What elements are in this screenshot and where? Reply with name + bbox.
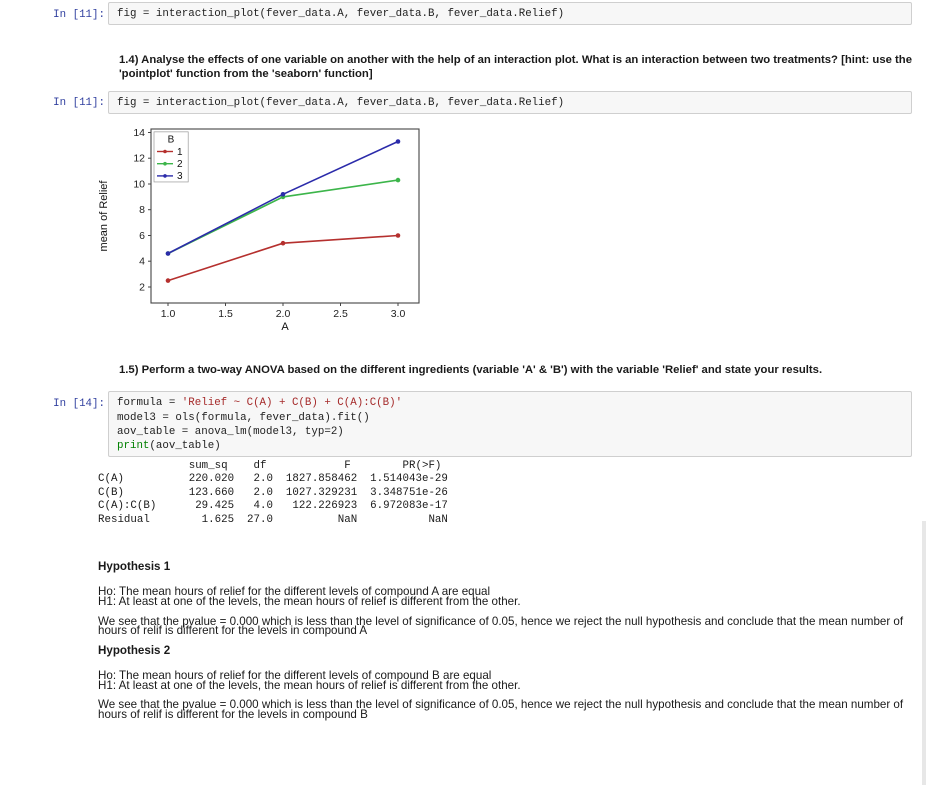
svg-text:12: 12 xyxy=(133,153,145,165)
svg-text:3: 3 xyxy=(177,171,183,182)
svg-text:10: 10 xyxy=(133,179,145,191)
svg-text:mean of Relief: mean of Relief xyxy=(98,180,110,252)
svg-text:1.5: 1.5 xyxy=(218,308,233,320)
svg-text:2: 2 xyxy=(177,159,183,170)
svg-text:3.0: 3.0 xyxy=(391,308,406,320)
svg-text:2.0: 2.0 xyxy=(276,308,291,320)
svg-text:2: 2 xyxy=(139,282,145,294)
svg-text:1: 1 xyxy=(177,147,183,158)
svg-text:1.0: 1.0 xyxy=(161,308,176,320)
svg-text:4: 4 xyxy=(139,256,145,268)
svg-text:B: B xyxy=(168,135,175,146)
svg-text:8: 8 xyxy=(139,204,145,216)
svg-text:2.5: 2.5 xyxy=(333,308,348,320)
svg-text:6: 6 xyxy=(139,230,145,242)
svg-text:A: A xyxy=(281,321,289,333)
svg-text:14: 14 xyxy=(133,128,145,139)
